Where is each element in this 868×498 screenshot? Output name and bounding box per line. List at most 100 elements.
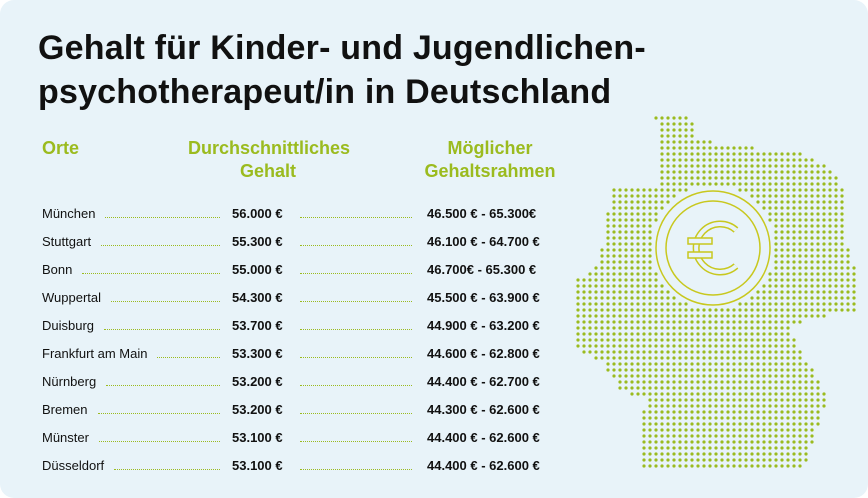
map-dot — [738, 434, 742, 438]
salary-range: 44.300 € - 62.600 € — [427, 402, 540, 417]
map-dot — [648, 266, 652, 270]
map-dot — [672, 422, 676, 426]
map-dot — [756, 428, 760, 432]
map-dot — [594, 332, 598, 336]
map-dot — [786, 182, 790, 186]
map-dot — [654, 326, 658, 330]
map-dot — [672, 314, 676, 318]
map-dot — [744, 422, 748, 426]
map-dot — [672, 356, 676, 360]
map-dot — [720, 320, 724, 324]
map-dot — [708, 146, 712, 150]
map-dot — [702, 314, 706, 318]
map-dot — [654, 338, 658, 342]
map-dot — [810, 164, 814, 168]
map-dot — [714, 152, 718, 156]
map-dot — [780, 236, 784, 240]
map-dot — [774, 278, 778, 282]
map-dot — [780, 158, 784, 162]
city-name: Nürnberg — [42, 374, 97, 389]
map-dot — [738, 170, 742, 174]
map-dot — [822, 188, 826, 192]
map-dot — [636, 248, 640, 252]
map-dot — [684, 338, 688, 342]
map-dot — [804, 458, 808, 462]
map-dot — [642, 464, 646, 468]
map-dot — [660, 320, 664, 324]
map-dot — [750, 368, 754, 372]
map-dot — [762, 194, 766, 198]
map-dot — [804, 284, 808, 288]
city-name: Bremen — [42, 402, 88, 417]
map-dot — [660, 158, 664, 162]
map-dot — [648, 212, 652, 216]
map-dot — [612, 230, 616, 234]
map-dot — [744, 452, 748, 456]
map-dot — [780, 422, 784, 426]
map-dot — [660, 344, 664, 348]
map-dot — [690, 158, 694, 162]
map-dot — [738, 380, 742, 384]
map-dot — [804, 416, 808, 420]
map-dot — [666, 326, 670, 330]
map-dot — [576, 326, 580, 330]
map-dot — [828, 266, 832, 270]
map-dot — [738, 422, 742, 426]
dotted-leader — [114, 469, 220, 470]
map-dot — [762, 152, 766, 156]
map-dot — [720, 146, 724, 150]
map-dot — [780, 314, 784, 318]
map-dot — [828, 254, 832, 258]
map-dot — [732, 410, 736, 414]
map-dot — [738, 182, 742, 186]
map-dot — [744, 158, 748, 162]
table-row: Wuppertal 54.300 € 45.500 € - 63.900 € — [42, 288, 562, 308]
map-dot — [762, 398, 766, 402]
map-dot — [720, 314, 724, 318]
map-dot — [678, 434, 682, 438]
map-dot — [798, 272, 802, 276]
map-dot — [750, 386, 754, 390]
dotted-leader — [101, 245, 220, 246]
map-dot — [726, 356, 730, 360]
map-dot — [756, 368, 760, 372]
map-dot — [774, 350, 778, 354]
map-dot — [582, 326, 586, 330]
map-dot — [684, 170, 688, 174]
map-dot — [720, 440, 724, 444]
map-dot — [660, 458, 664, 462]
map-dot — [690, 176, 694, 180]
map-dot — [774, 374, 778, 378]
map-dot — [582, 296, 586, 300]
map-dot — [768, 158, 772, 162]
map-dot — [780, 200, 784, 204]
map-dot — [762, 326, 766, 330]
map-dot — [648, 296, 652, 300]
map-dot — [816, 296, 820, 300]
map-dot — [726, 422, 730, 426]
map-dot — [840, 302, 844, 306]
map-dot — [624, 332, 628, 336]
map-dot — [684, 386, 688, 390]
map-dot — [678, 392, 682, 396]
map-dot — [666, 194, 670, 198]
map-dot — [684, 374, 688, 378]
map-dot — [762, 314, 766, 318]
map-dot — [666, 146, 670, 150]
map-dot — [648, 380, 652, 384]
map-dot — [774, 194, 778, 198]
map-dot — [654, 194, 658, 198]
map-dot — [642, 434, 646, 438]
map-dot — [678, 122, 682, 126]
map-dot — [708, 356, 712, 360]
map-dot — [732, 320, 736, 324]
map-dot — [738, 338, 742, 342]
map-dot — [792, 182, 796, 186]
map-dot — [624, 260, 628, 264]
map-dot — [816, 236, 820, 240]
map-dot — [726, 410, 730, 414]
map-dot — [606, 278, 610, 282]
map-dot — [726, 362, 730, 366]
map-dot — [624, 194, 628, 198]
map-dot — [666, 314, 670, 318]
